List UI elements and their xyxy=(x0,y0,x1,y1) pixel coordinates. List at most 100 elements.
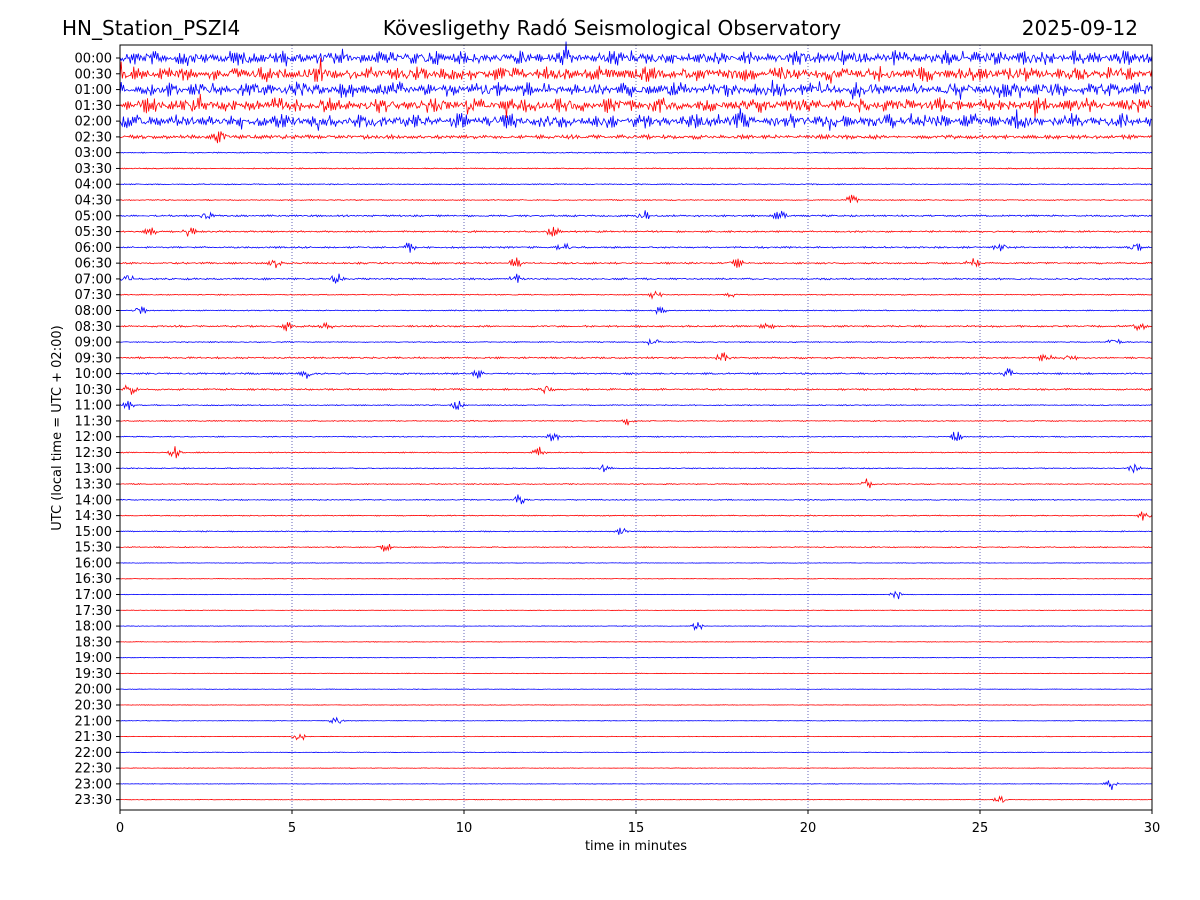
ytick-label-1100: 11:00 xyxy=(75,399,112,414)
trace-1030 xyxy=(119,384,1153,395)
ytick-label-0100: 01:00 xyxy=(75,83,112,98)
ytick-label-1800: 18:00 xyxy=(75,620,112,635)
ytick-label-0030: 00:30 xyxy=(75,67,112,82)
ytick-label-1430: 14:30 xyxy=(75,509,112,524)
ytick-label-1830: 18:30 xyxy=(75,635,112,650)
ytick-label-0830: 08:30 xyxy=(75,320,112,335)
ytick-label-0730: 07:30 xyxy=(75,288,112,303)
ytick-label-1530: 15:30 xyxy=(75,541,112,556)
ytick-label-1300: 13:00 xyxy=(75,462,112,477)
ytick-label-2300: 23:00 xyxy=(75,777,112,792)
trace-0830 xyxy=(119,321,1153,332)
station-name: HN_Station_PSZI4 xyxy=(62,16,241,40)
xtick-label-0: 0 xyxy=(116,821,124,836)
trace-2230 xyxy=(119,767,1153,769)
ytick-label-1000: 10:00 xyxy=(75,367,112,382)
ytick-label-0900: 09:00 xyxy=(75,336,112,351)
trace-0400 xyxy=(119,183,1153,186)
trace-0900 xyxy=(119,338,1153,346)
ytick-label-1930: 19:30 xyxy=(75,667,112,682)
ytick-label-1230: 12:30 xyxy=(75,446,112,461)
trace-1630 xyxy=(119,577,1153,580)
gridlines xyxy=(291,45,981,810)
trace-1700 xyxy=(119,590,1153,600)
ytick-label-0230: 02:30 xyxy=(75,130,112,145)
trace-2330 xyxy=(119,795,1153,804)
ytick-label-2130: 21:30 xyxy=(75,730,112,745)
trace-2130 xyxy=(119,733,1153,741)
ytick-label-0600: 06:00 xyxy=(75,241,112,256)
trace-2100 xyxy=(119,716,1153,725)
trace-0130 xyxy=(119,93,1153,119)
trace-0300 xyxy=(119,151,1153,154)
ytick-label-0000: 00:00 xyxy=(75,52,112,67)
trace-1330 xyxy=(119,478,1153,489)
trace-1130 xyxy=(119,418,1153,426)
trace-2030 xyxy=(119,704,1153,706)
ytick-label-0630: 06:30 xyxy=(75,257,112,272)
ytick-label-1500: 15:00 xyxy=(75,525,112,540)
trace-1100 xyxy=(119,400,1153,411)
trace-0330 xyxy=(119,167,1153,170)
ytick-label-1630: 16:30 xyxy=(75,572,112,587)
trace-1300 xyxy=(119,463,1153,474)
ytick-label-2030: 20:30 xyxy=(75,698,112,713)
ytick-label-0400: 04:00 xyxy=(75,178,112,193)
trace-2000 xyxy=(119,688,1153,690)
trace-0100 xyxy=(119,79,1153,100)
ytick-label-1400: 14:00 xyxy=(75,493,112,508)
trace-0430 xyxy=(119,194,1153,204)
ytick-label-0800: 08:00 xyxy=(75,304,112,319)
trace-1200 xyxy=(119,431,1153,442)
trace-1830 xyxy=(119,641,1153,643)
xtick-label-15: 15 xyxy=(628,821,645,836)
ytick-label-1030: 10:30 xyxy=(75,383,112,398)
trace-1600 xyxy=(119,562,1153,564)
trace-0930 xyxy=(119,352,1153,362)
ytick-label-0530: 05:30 xyxy=(75,225,112,240)
ytick-label-2200: 22:00 xyxy=(75,746,112,761)
ytick-label-2230: 22:30 xyxy=(75,762,112,777)
xtick-label-5: 5 xyxy=(288,821,296,836)
chart-date: 2025-09-12 xyxy=(1021,16,1138,40)
ytick-label-0930: 09:30 xyxy=(75,351,112,366)
trace-2200 xyxy=(119,751,1153,754)
y-ticks: 00:0000:3001:0001:3002:0002:3003:0003:30… xyxy=(75,52,120,808)
ytick-label-1730: 17:30 xyxy=(75,604,112,619)
ytick-label-2330: 23:30 xyxy=(75,793,112,808)
ytick-label-0500: 05:00 xyxy=(75,209,112,224)
xtick-label-10: 10 xyxy=(456,821,473,836)
trace-0630 xyxy=(119,257,1153,269)
ytick-label-0200: 02:00 xyxy=(75,115,112,130)
y-axis-label: UTC (local time = UTC + 02:00) xyxy=(50,325,65,530)
xtick-label-25: 25 xyxy=(972,821,989,836)
x-axis-label: time in minutes xyxy=(585,839,687,854)
trace-1430 xyxy=(119,511,1153,521)
trace-0230 xyxy=(119,131,1153,144)
chart-title: Kövesligethy Radó Seismological Observat… xyxy=(382,16,842,40)
trace-1730 xyxy=(119,609,1153,612)
ytick-label-1200: 12:00 xyxy=(75,430,112,445)
trace-0530 xyxy=(119,226,1153,237)
xtick-label-20: 20 xyxy=(800,821,817,836)
xtick-label-30: 30 xyxy=(1144,821,1161,836)
trace-0800 xyxy=(119,306,1153,316)
trace-1800 xyxy=(119,622,1153,632)
trace-1230 xyxy=(119,446,1153,459)
trace-0600 xyxy=(119,242,1153,253)
trace-1930 xyxy=(119,672,1153,675)
ytick-label-0700: 07:00 xyxy=(75,272,112,287)
x-ticks: 0 5 10 15 20 25 30 xyxy=(116,810,1160,836)
ytick-label-2100: 21:00 xyxy=(75,714,112,729)
ytick-label-1330: 13:30 xyxy=(75,478,112,493)
ytick-label-2000: 20:00 xyxy=(75,683,112,698)
traces xyxy=(119,41,1153,804)
ytick-label-0430: 04:30 xyxy=(75,194,112,209)
ytick-label-1700: 17:00 xyxy=(75,588,112,603)
trace-0200 xyxy=(119,108,1153,131)
ytick-label-0330: 03:30 xyxy=(75,162,112,177)
ytick-label-0300: 03:00 xyxy=(75,146,112,161)
ytick-label-1600: 16:00 xyxy=(75,556,112,571)
trace-0030 xyxy=(119,57,1153,84)
